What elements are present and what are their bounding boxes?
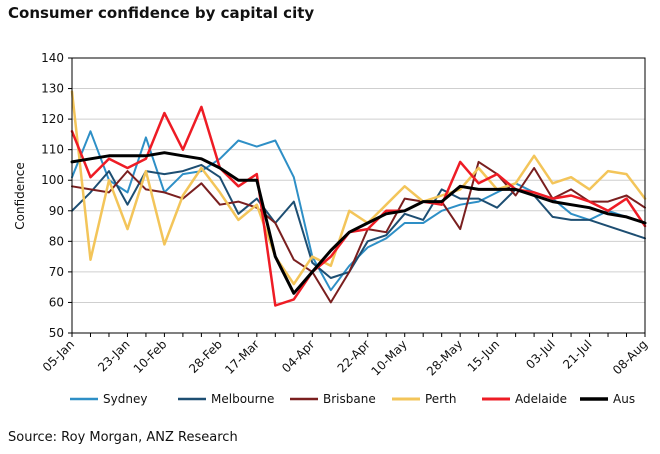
plot-frame xyxy=(71,57,646,334)
y-tick-label: 70 xyxy=(49,265,64,279)
x-tick-label: 28-Feb xyxy=(186,337,225,376)
x-tick-label: 22-Apr xyxy=(335,337,373,375)
y-tick-label: 60 xyxy=(49,295,64,309)
y-tick-label: 110 xyxy=(41,143,64,157)
legend-label-melbourne: Melbourne xyxy=(211,392,274,406)
x-tick-label: 15-Jun xyxy=(465,337,502,374)
y-tick-label: 90 xyxy=(49,204,64,218)
y-tick-label: 80 xyxy=(49,234,64,248)
x-tick-label: 21-Jul xyxy=(560,337,594,371)
series-lines xyxy=(70,90,647,307)
legend-label-perth: Perth xyxy=(425,392,456,406)
legend-label-sydney: Sydney xyxy=(103,392,147,406)
y-tick-label: 140 xyxy=(41,51,64,65)
legend: Sydney Melbourne Brisbane Perth Adelaide Aus xyxy=(70,392,635,406)
x-tick-label: 03-Jul xyxy=(523,337,557,371)
legend-label-brisbane: Brisbane xyxy=(323,392,376,406)
series-line-brisbane xyxy=(71,160,646,304)
y-tick-label: 130 xyxy=(41,82,64,96)
legend-label-aus: Aus xyxy=(613,392,635,406)
x-tick-label: 17-Mar xyxy=(222,337,262,377)
x-tick-label: 05-Jan xyxy=(40,337,77,374)
series-line-perth xyxy=(70,90,647,286)
y-axis-label: Confidence xyxy=(13,162,27,229)
y-axis-ticks: 50 60 70 80 90 100 110 120 130 140 xyxy=(41,51,72,340)
x-tick-label: 10-Feb xyxy=(131,337,170,376)
source-note: Source: Roy Morgan, ANZ Research xyxy=(8,430,238,445)
x-tick-label: 28-May xyxy=(424,337,465,378)
y-tick-label: 50 xyxy=(49,326,64,340)
y-tick-label: 100 xyxy=(41,173,64,187)
series-line-aus xyxy=(70,151,647,295)
x-tick-label: 10-May xyxy=(369,337,410,378)
legend-label-adelaide: Adelaide xyxy=(515,392,567,406)
series-line-melbourne xyxy=(71,163,646,279)
y-tick-label: 120 xyxy=(41,112,64,126)
x-tick-label: 04-Apr xyxy=(279,337,317,375)
chart-title: Consumer confidence by capital city xyxy=(8,4,315,22)
series-line-adelaide xyxy=(70,105,647,307)
x-tick-label: 08-Aug xyxy=(610,337,650,377)
x-tick-label: 23-Jan xyxy=(95,337,132,374)
